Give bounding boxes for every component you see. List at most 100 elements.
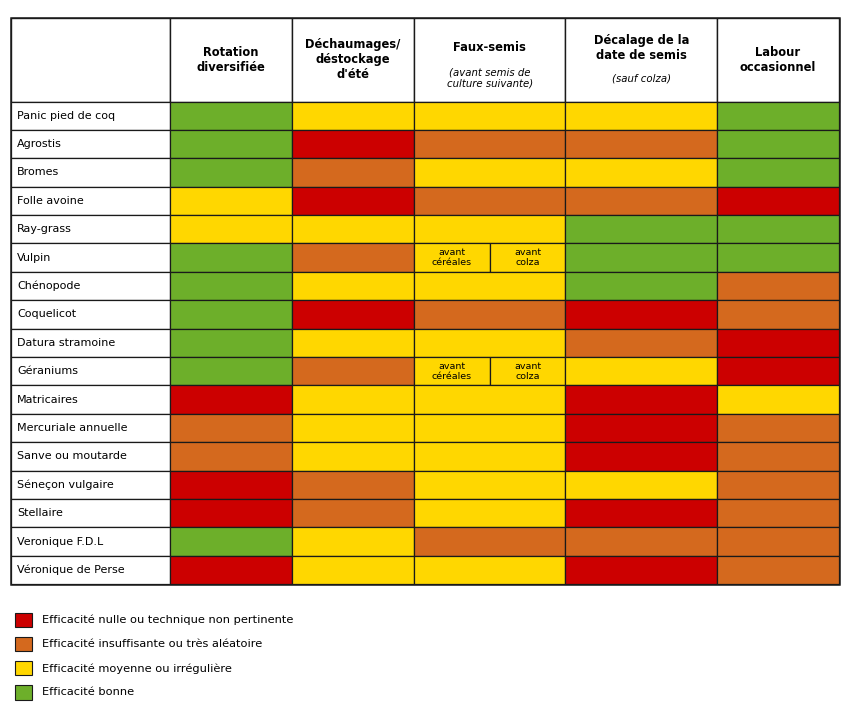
- Text: Panic pied de coq: Panic pied de coq: [17, 110, 115, 121]
- Text: Rotation
diversifiée: Rotation diversifiée: [196, 45, 265, 74]
- Bar: [292, 527, 414, 556]
- Bar: [717, 300, 839, 329]
- Bar: [292, 556, 414, 584]
- Bar: [414, 499, 565, 527]
- Bar: [292, 130, 414, 159]
- Text: Véronique de Perse: Véronique de Perse: [17, 565, 125, 575]
- Bar: [414, 357, 490, 385]
- Bar: [170, 413, 292, 442]
- Text: Agrostis: Agrostis: [17, 139, 62, 149]
- Bar: [170, 215, 292, 244]
- Bar: [170, 556, 292, 584]
- Text: Vulpin: Vulpin: [17, 253, 51, 263]
- Bar: [565, 130, 717, 159]
- Bar: [565, 556, 717, 584]
- Bar: [11, 556, 170, 584]
- Bar: [11, 471, 170, 499]
- Bar: [292, 413, 414, 442]
- Bar: [565, 413, 717, 442]
- Bar: [717, 385, 839, 413]
- Bar: [11, 300, 170, 329]
- Text: Efficacité moyenne ou irrégulière: Efficacité moyenne ou irrégulière: [42, 663, 232, 673]
- Bar: [565, 527, 717, 556]
- Bar: [170, 101, 292, 130]
- Bar: [292, 244, 414, 272]
- Text: (avant semis de
culture suivante): (avant semis de culture suivante): [446, 67, 533, 89]
- Text: avant
colza: avant colza: [514, 248, 541, 268]
- Bar: [15, 661, 32, 675]
- Bar: [414, 471, 565, 499]
- Bar: [15, 685, 32, 700]
- Text: Datura stramoine: Datura stramoine: [17, 338, 116, 348]
- Bar: [11, 442, 170, 471]
- Bar: [292, 442, 414, 471]
- Bar: [292, 159, 414, 187]
- Bar: [717, 244, 839, 272]
- Bar: [11, 357, 170, 385]
- Bar: [565, 442, 717, 471]
- Bar: [292, 329, 414, 357]
- Text: Veronique F.D.L: Veronique F.D.L: [17, 537, 103, 547]
- Bar: [414, 413, 565, 442]
- Bar: [15, 613, 32, 627]
- Bar: [414, 18, 565, 101]
- Bar: [565, 499, 717, 527]
- Bar: [490, 357, 565, 385]
- Bar: [170, 300, 292, 329]
- Bar: [717, 471, 839, 499]
- Bar: [414, 130, 565, 159]
- Bar: [717, 159, 839, 187]
- Bar: [717, 187, 839, 215]
- Text: Faux-semis: Faux-semis: [453, 41, 526, 55]
- Bar: [292, 18, 414, 101]
- Bar: [717, 215, 839, 244]
- Bar: [170, 244, 292, 272]
- Text: Ray-grass: Ray-grass: [17, 224, 72, 234]
- Text: Coquelicot: Coquelicot: [17, 309, 76, 319]
- Bar: [15, 637, 32, 651]
- Bar: [170, 187, 292, 215]
- Bar: [414, 329, 565, 357]
- Bar: [717, 130, 839, 159]
- Bar: [292, 385, 414, 413]
- Text: avant
céréales: avant céréales: [432, 362, 472, 381]
- Bar: [717, 357, 839, 385]
- Bar: [11, 101, 170, 130]
- Text: Labour
occasionnel: Labour occasionnel: [740, 45, 816, 74]
- Bar: [414, 442, 565, 471]
- Text: Stellaire: Stellaire: [17, 508, 63, 518]
- Bar: [490, 244, 565, 272]
- Bar: [717, 442, 839, 471]
- Bar: [565, 244, 717, 272]
- Text: Géraniums: Géraniums: [17, 366, 78, 376]
- Bar: [717, 329, 839, 357]
- Text: Séneçon vulgaire: Séneçon vulgaire: [17, 479, 114, 490]
- Bar: [170, 471, 292, 499]
- Bar: [11, 527, 170, 556]
- Bar: [11, 385, 170, 413]
- Bar: [414, 215, 565, 244]
- Bar: [414, 244, 490, 272]
- Bar: [414, 527, 565, 556]
- Bar: [11, 159, 170, 187]
- Bar: [170, 130, 292, 159]
- Text: Efficacité nulle ou technique non pertinente: Efficacité nulle ou technique non pertin…: [42, 615, 294, 625]
- Bar: [11, 187, 170, 215]
- Bar: [292, 471, 414, 499]
- Bar: [414, 300, 565, 329]
- Bar: [565, 471, 717, 499]
- Bar: [565, 385, 717, 413]
- Bar: [292, 357, 414, 385]
- Bar: [565, 159, 717, 187]
- Bar: [414, 385, 565, 413]
- Bar: [170, 385, 292, 413]
- Bar: [292, 300, 414, 329]
- Bar: [11, 130, 170, 159]
- Bar: [170, 357, 292, 385]
- Text: Déchaumages/
déstockage
d'été: Déchaumages/ déstockage d'été: [305, 38, 400, 81]
- Bar: [11, 215, 170, 244]
- Text: Chénopode: Chénopode: [17, 281, 81, 291]
- Bar: [565, 18, 717, 101]
- Text: Bromes: Bromes: [17, 168, 60, 178]
- Text: Efficacité bonne: Efficacité bonne: [42, 687, 134, 697]
